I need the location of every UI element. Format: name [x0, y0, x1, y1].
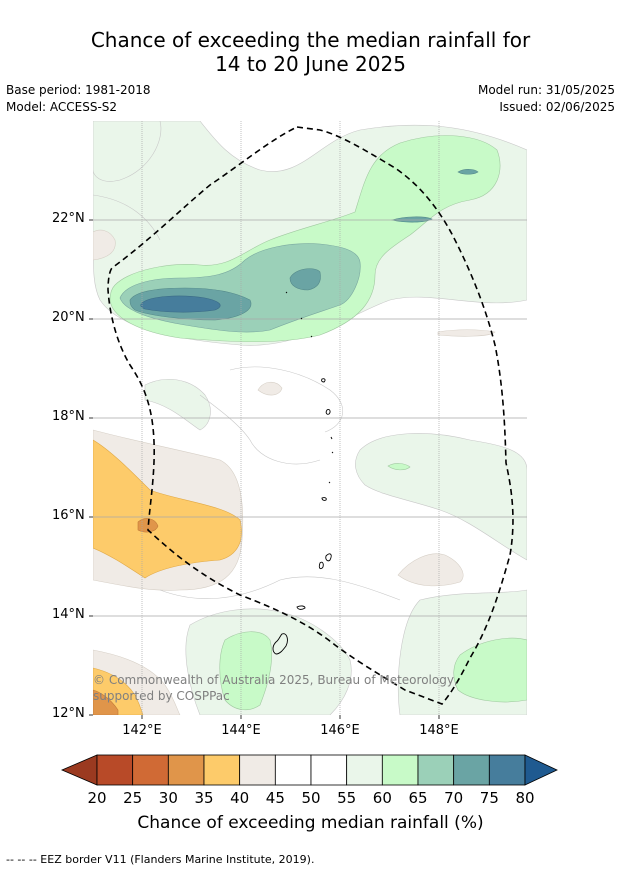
colorbar-extend-high: [524, 754, 558, 786]
lon-label-148: 148°E: [419, 723, 459, 738]
colorbar-segment: [381, 754, 419, 786]
map-title: Chance of exceeding the median rainfall …: [0, 28, 621, 76]
colorbar-tick-label: 35: [194, 789, 214, 807]
contour-region-teal-small: [289, 268, 321, 291]
lat-label-20: 20°N: [52, 310, 85, 325]
base-period: Base period: 1981-2018: [6, 83, 151, 97]
contour-region-beige-east: [397, 553, 464, 587]
contour-region-light-green-center: [144, 379, 211, 431]
colorbar-segment: [132, 754, 169, 786]
lon-label-144: 144°E: [221, 723, 261, 738]
colorbar-segment: [203, 754, 241, 786]
island-maug: [300, 317, 303, 320]
colorbar-segment: [96, 754, 134, 786]
lat-label-18: 18°N: [52, 409, 85, 424]
title-line-2: 14 to 20 June 2025: [215, 52, 406, 76]
island-pagan: [325, 409, 331, 415]
island-uracas: [285, 291, 288, 294]
colorbar-tick-label: 80: [515, 789, 535, 807]
contour-region-beige-strip: [437, 329, 496, 337]
lat-label-12: 12°N: [52, 706, 85, 721]
colorbar-tick-label: 70: [444, 789, 464, 807]
colorbar-tick-label: 20: [87, 789, 107, 807]
title-line-1: Chance of exceeding the median rainfall …: [90, 28, 531, 52]
colorbar-tick-label: 60: [372, 789, 392, 807]
axis-ticks: [89, 219, 440, 719]
island-alamagan: [330, 436, 333, 440]
colorbar-tick-label: 40: [230, 789, 250, 807]
meta-right: Model run: 31/05/2025 Issued: 02/06/2025: [478, 82, 615, 116]
lat-label-14: 14°N: [52, 607, 85, 622]
colorbar-segment: [310, 754, 348, 786]
meta-left: Base period: 1981-2018 Model: ACCESS-S2: [6, 82, 151, 116]
colorbar-title: Chance of exceeding median rainfall (%): [137, 813, 484, 833]
contour-line-d: [229, 366, 344, 433]
colorbar-segment: [417, 754, 455, 786]
model-name: Model: ACCESS-S2: [6, 100, 118, 114]
copyright-notice: © Commonwealth of Australia 2025, Bureau…: [93, 673, 458, 703]
eez-footnote: -- -- -- EEZ border V11 (Flanders Marine…: [6, 853, 315, 866]
contour-region-beige-nw: [93, 229, 116, 261]
island-farallon: [310, 335, 313, 338]
gridlines: [93, 121, 527, 715]
colorbar-tick-label: 45: [265, 789, 285, 807]
lon-label-146: 146°E: [320, 723, 360, 738]
colorbar-extend-low: [60, 754, 98, 786]
contour-line-b: [199, 394, 321, 465]
lon-label-142: 142°E: [122, 723, 162, 738]
island-rota: [296, 605, 306, 610]
contour-region-green-small: [387, 463, 411, 471]
island-anatahan: [321, 497, 327, 501]
eez-border: [107, 126, 514, 705]
model-run: Model run: 31/05/2025: [477, 83, 615, 97]
island-tinian: [318, 561, 324, 570]
colorbar-tick-label: 65: [408, 789, 428, 807]
colorbar-tick-label: 25: [123, 789, 143, 807]
contour-line-a: [93, 194, 161, 241]
island-guguan: [331, 451, 334, 454]
colorbar-tick-label: 30: [158, 789, 178, 807]
contour-region-light-green-west: [93, 121, 162, 182]
contour-region-speck-east: [457, 169, 479, 175]
colorbar-segment: [167, 754, 205, 786]
lat-label-22: 22°N: [52, 211, 85, 226]
contour-line-c: [159, 576, 401, 601]
lat-label-16: 16°N: [52, 508, 85, 523]
island-saipan: [325, 553, 332, 562]
colorbar-segment: [453, 754, 490, 786]
islands: [272, 291, 334, 655]
island-agrihan: [321, 378, 326, 383]
contour-region-orange-west: [137, 518, 159, 533]
colorbar-segment: [239, 754, 276, 786]
contour-region-orange-southwest: [93, 689, 119, 715]
colorbar-segment: [274, 754, 312, 786]
island-sarigan: [328, 481, 331, 484]
colorbar-segment: [488, 754, 526, 786]
contour-region-yellow-west: [93, 439, 242, 579]
contour-region-speck-east-2: [390, 216, 433, 223]
colorbar-segment: [346, 754, 383, 786]
issued-date: Issued: 02/06/2025: [499, 100, 615, 114]
colorbar-tick-label: 55: [337, 789, 357, 807]
colorbar: [60, 754, 558, 786]
colorbar-tick-label: 75: [479, 789, 499, 807]
map-field: [93, 121, 527, 715]
colorbar-tick-label: 50: [301, 789, 321, 807]
island-guam: [272, 633, 288, 655]
contour-region-green-south: [219, 631, 272, 710]
contour-region-beige-small: [257, 381, 283, 396]
